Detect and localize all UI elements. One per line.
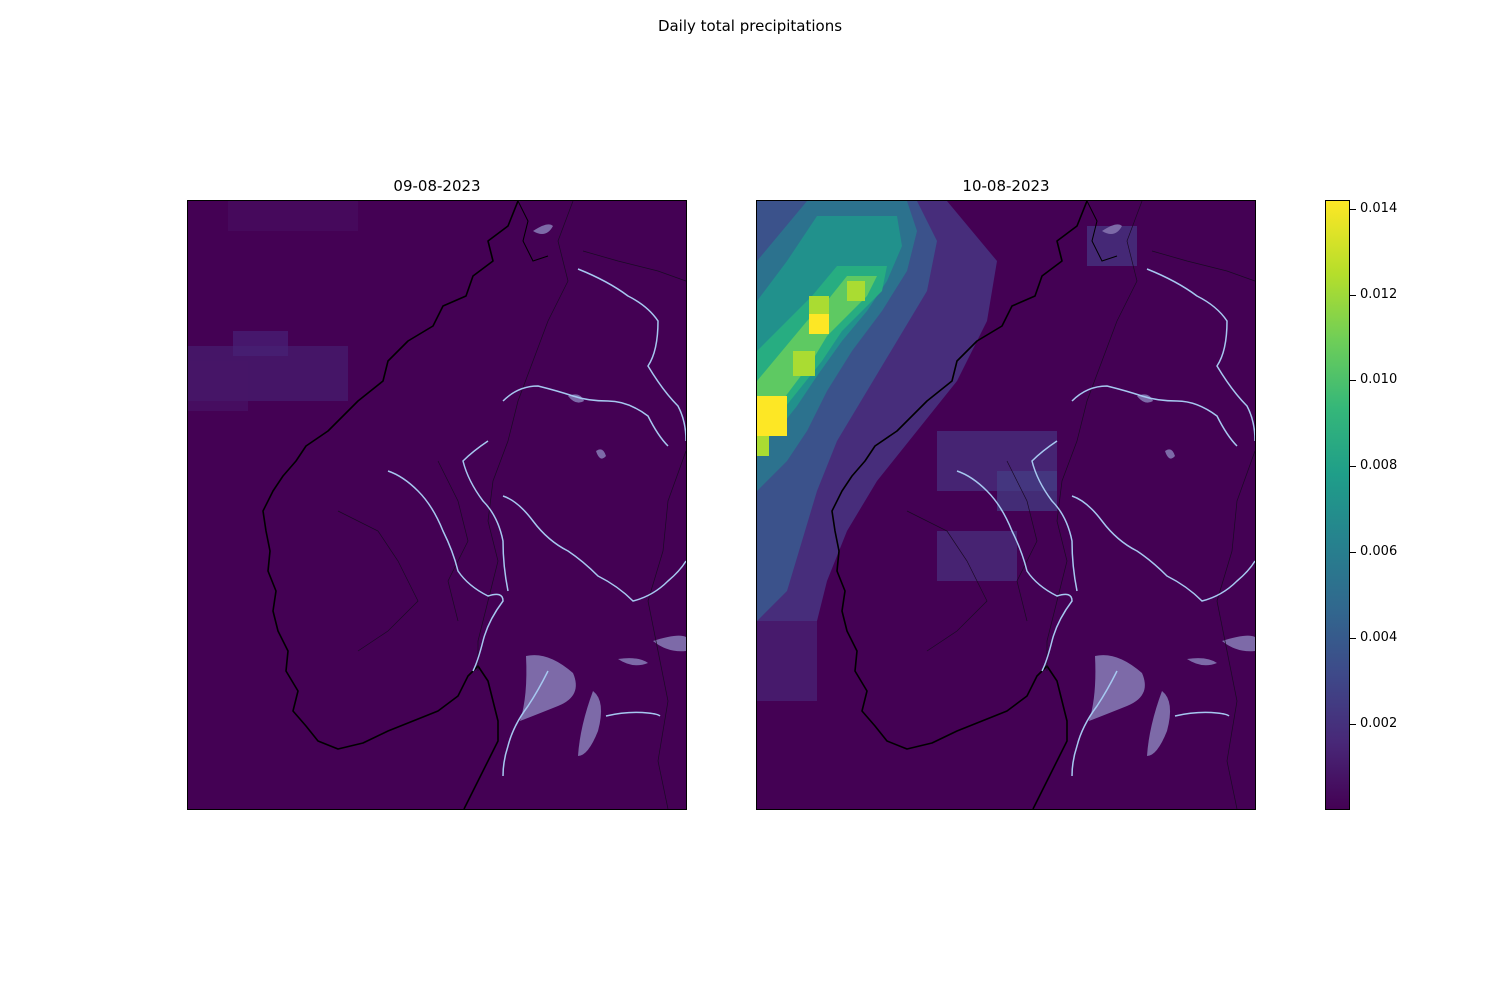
borders-2 (906, 201, 1255, 809)
colorbar-tick-label: 0.008 (1360, 458, 1398, 473)
colorbar-tick-label: 0.010 (1360, 372, 1398, 387)
colorbar-tick-label: 0.006 (1360, 544, 1398, 559)
panel-title-1: 09-08-2023 (393, 177, 481, 195)
rivers-2 (956, 268, 1255, 777)
coastline-1 (262, 201, 519, 809)
colorbar-tick (1350, 295, 1356, 296)
map-panel-1 (187, 200, 687, 810)
map-panel-2 (756, 200, 1256, 810)
colorbar-tick (1350, 638, 1356, 639)
rivers-1 (387, 268, 686, 777)
borders-1 (337, 201, 686, 809)
map-1-canvas (188, 201, 686, 809)
figure-title: Daily total precipitations (657, 17, 843, 35)
colorbar-tick (1350, 209, 1356, 210)
colorbar (1325, 200, 1350, 810)
colorbar-tick-label: 0.012 (1360, 287, 1398, 302)
colorbar-tick (1350, 380, 1356, 381)
colorbar-tick (1350, 466, 1356, 467)
colorbar-tick-label: 0.014 (1360, 201, 1398, 216)
coastline-2 (831, 201, 1088, 809)
colorbar-tick (1350, 552, 1356, 553)
colorbar-tick-label: 0.002 (1360, 716, 1398, 731)
colorbar-tick-label: 0.004 (1360, 630, 1398, 645)
colorbar-tick (1350, 724, 1356, 725)
map-2-canvas (757, 201, 1255, 809)
lakes-1 (520, 224, 686, 756)
lakes-2 (1089, 224, 1255, 756)
panel-title-2: 10-08-2023 (962, 177, 1050, 195)
precip-field-2 (757, 201, 1137, 701)
precip-field-1 (188, 201, 358, 411)
